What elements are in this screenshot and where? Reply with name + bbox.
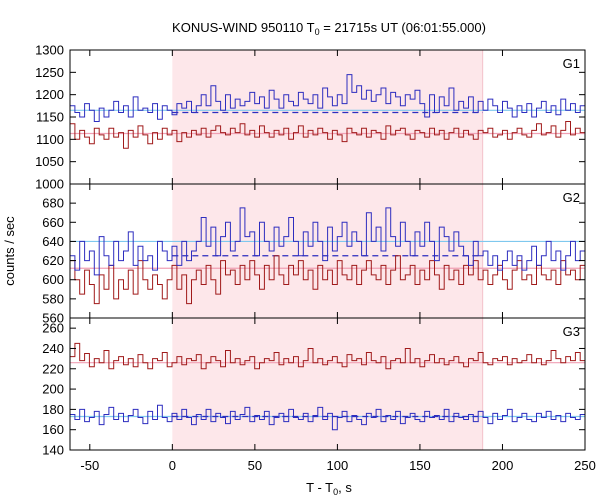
x-axis-label-main: T - T	[306, 480, 333, 495]
y-tick-label: 140	[42, 443, 64, 458]
x-axis-label-subscript: 0	[333, 487, 338, 497]
panel-frame	[69, 317, 586, 451]
series-b-step-line	[70, 342, 585, 370]
panels-group: 1000105011001150120012501300G15605806006…	[35, 43, 596, 474]
y-tick-label: 1250	[35, 65, 64, 80]
y-tick-label: 200	[42, 382, 64, 397]
series-a-step-line	[70, 74, 585, 122]
y-tick-label: 1300	[35, 43, 64, 58]
x-tick-label: 50	[248, 458, 262, 473]
series-a-step-line	[70, 207, 585, 276]
chart-title-main: KONUS-WIND 950110 T	[172, 20, 315, 35]
y-tick-label: 1200	[35, 87, 64, 102]
y-tick-label: 600	[42, 272, 64, 287]
y-tick-label: 580	[42, 291, 64, 306]
panel-g2: 560 580 600 620 640 660 680 G2	[42, 183, 586, 326]
chart-title: KONUS-WIND 950110 T0 = 21715s UT (06:01:…	[172, 20, 486, 37]
x-axis-label-rest: , s	[338, 480, 352, 495]
chart-title-subscript: 0	[315, 27, 320, 37]
highlight-interval	[172, 50, 483, 184]
y-tick-label: 1000	[35, 177, 64, 192]
y-axis-label: counts / sec	[2, 216, 17, 286]
y-tick-label: 1100	[36, 132, 64, 147]
series-b-step-line	[70, 121, 585, 149]
panel-g1: 1000 1050 1100 1150 1200 1250 1300 G1	[35, 43, 586, 192]
x-tick-label: 0	[169, 458, 176, 473]
panel-g3: 140 160 180 200 220 240 260 -50 0 50 100 150 200 250 G…	[42, 317, 596, 473]
y-tick-label: 180	[42, 402, 64, 417]
y-tick-label: 1050	[35, 154, 64, 169]
panel-label: G1	[563, 56, 580, 71]
y-tick-label: 160	[42, 422, 64, 437]
x-tick-label: 150	[409, 458, 431, 473]
chart-title-rest: = 21715s UT (06:01:55.000)	[320, 20, 486, 35]
panel-label: G3	[563, 324, 580, 339]
y-tick-label: 1150	[36, 110, 64, 125]
panel-label: G2	[563, 190, 580, 205]
x-tick-label: 100	[327, 458, 349, 473]
y-tick-label: 660	[42, 215, 64, 230]
y-tick-label: 680	[42, 196, 64, 211]
y-tick-label: 260	[42, 321, 64, 336]
y-tick-label: 220	[42, 361, 64, 376]
y-tick-label: 240	[42, 341, 64, 356]
x-tick-label: -50	[80, 458, 99, 473]
x-tick-label: 200	[492, 458, 514, 473]
y-tick-label: 620	[42, 253, 64, 268]
y-tick-label: 560	[42, 311, 64, 326]
highlight-interval	[172, 318, 483, 450]
x-tick-label: 250	[574, 458, 596, 473]
x-axis-label: T - T0, s	[306, 480, 352, 497]
y-tick-label: 640	[42, 234, 64, 249]
series-a-step-line	[70, 404, 585, 431]
